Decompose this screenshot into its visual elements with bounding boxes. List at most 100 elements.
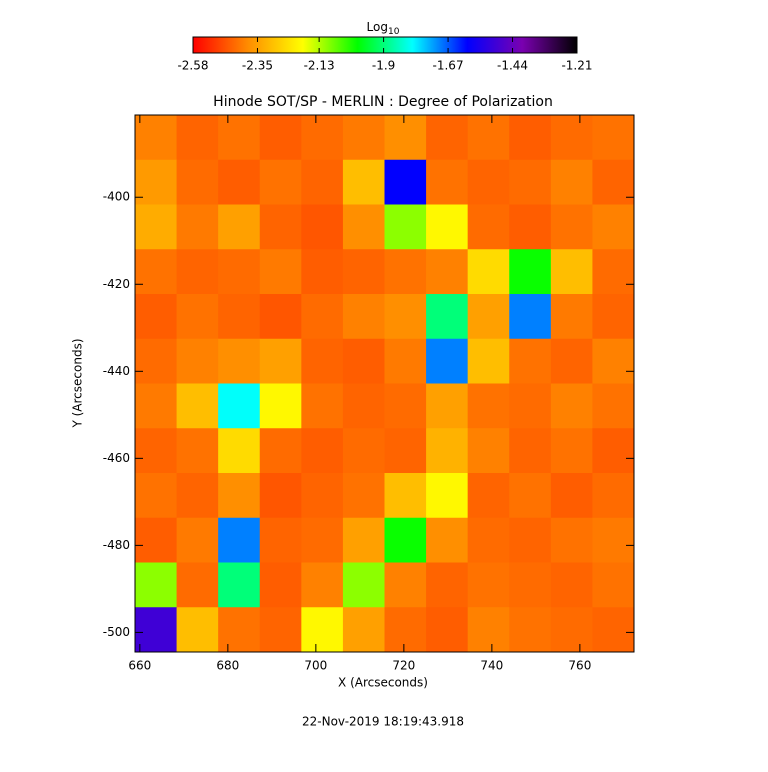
heatmap-cell [176, 204, 219, 250]
heatmap-cell [467, 428, 510, 474]
heatmap-cell [342, 607, 385, 653]
heatmap-cell [426, 115, 469, 161]
heatmap-cell [592, 473, 635, 519]
heatmap-cell [550, 159, 593, 205]
heatmap-cell [509, 249, 552, 295]
heatmap-cell [592, 294, 635, 340]
heatmap-cell [467, 607, 510, 653]
heatmap-cell [592, 517, 635, 563]
heatmap-cell [550, 115, 593, 161]
heatmap-cell [467, 338, 510, 384]
x-tick-label: 720 [392, 659, 415, 673]
heatmap-cell [259, 338, 302, 384]
heatmap-cell [259, 562, 302, 608]
colorbar-tick-label: -1.44 [497, 59, 528, 73]
heatmap-cell [550, 294, 593, 340]
heatmap-cell [426, 249, 469, 295]
heatmap-cell [550, 428, 593, 474]
heatmap-cell [509, 517, 552, 563]
heatmap-cell [176, 607, 219, 653]
heatmap-cell [176, 115, 219, 161]
x-tick-label: 660 [128, 659, 151, 673]
y-tick-label: -440 [103, 364, 130, 378]
heatmap-cell [301, 562, 344, 608]
heatmap-cell [218, 383, 261, 429]
heatmap-cell [218, 249, 261, 295]
colorbar-tick-label: -2.13 [304, 59, 335, 73]
heatmap-cell [384, 294, 427, 340]
heatmap-cell [218, 159, 261, 205]
heatmap-cell [384, 249, 427, 295]
timestamp: 22-Nov-2019 18:19:43.918 [302, 715, 464, 729]
heatmap-cell [342, 159, 385, 205]
heatmap-cell [301, 294, 344, 340]
heatmap-cell [176, 383, 219, 429]
heatmap-cell [176, 517, 219, 563]
heatmap-cell [135, 249, 178, 295]
colorbar-label: Log10 [367, 20, 400, 37]
heatmap-cell [301, 115, 344, 161]
heatmap-cell [135, 517, 178, 563]
heatmap-cell [550, 383, 593, 429]
heatmap-cell [384, 204, 427, 250]
heatmap-cell [384, 562, 427, 608]
y-tick-label: -420 [103, 277, 130, 291]
heatmap-cell [135, 428, 178, 474]
heatmap-cell [384, 428, 427, 474]
heatmap-cell [135, 383, 178, 429]
heatmap-cell [384, 607, 427, 653]
heatmap-cell [301, 338, 344, 384]
heatmap-cell [135, 204, 178, 250]
chart-title: Hinode SOT/SP - MERLIN : Degree of Polar… [213, 94, 553, 110]
heatmap-cell [342, 294, 385, 340]
heatmap-cell [259, 204, 302, 250]
heatmap-cell [467, 383, 510, 429]
heatmap-cell [384, 159, 427, 205]
heatmap-cell [342, 204, 385, 250]
heatmap-cell [301, 428, 344, 474]
heatmap-cell [509, 115, 552, 161]
heatmap-cell [259, 249, 302, 295]
heatmap-cell [426, 159, 469, 205]
heatmap-cell [218, 338, 261, 384]
heatmap-cell [509, 428, 552, 474]
heatmap-cell [218, 294, 261, 340]
heatmap-cell [550, 204, 593, 250]
heatmap-cell [509, 562, 552, 608]
heatmap-cell [426, 383, 469, 429]
heatmap-cell [467, 159, 510, 205]
heatmap-cell [592, 204, 635, 250]
heatmap-cell [218, 428, 261, 474]
heatmap-cell [592, 562, 635, 608]
heatmap-cell [509, 607, 552, 653]
heatmap-cell [509, 159, 552, 205]
heatmap-cell [259, 159, 302, 205]
heatmap-cell [426, 428, 469, 474]
heatmap-cell [509, 294, 552, 340]
heatmap-cell [301, 159, 344, 205]
heatmap-cell [259, 473, 302, 519]
heatmap-cell [218, 204, 261, 250]
heatmap-cell [426, 338, 469, 384]
heatmap-cell [135, 294, 178, 340]
heatmap-cell [342, 338, 385, 384]
heatmap-cell [342, 249, 385, 295]
y-tick-label: -400 [103, 190, 130, 204]
heatmap-cell [135, 607, 178, 653]
heatmap-cell [218, 115, 261, 161]
heatmap-cell [259, 115, 302, 161]
colorbar-tick-label: -1.21 [561, 59, 592, 73]
heatmap-cell [426, 562, 469, 608]
heatmap-cell [467, 473, 510, 519]
heatmap-cell [301, 249, 344, 295]
heatmap-cell [259, 517, 302, 563]
heatmap-cell [426, 204, 469, 250]
heatmap-cell [218, 473, 261, 519]
heatmap-cell [301, 517, 344, 563]
heatmap-cell [176, 159, 219, 205]
heatmap-cell [342, 517, 385, 563]
heatmap-cell [550, 338, 593, 384]
y-axis-label: Y (Arcseconds) [71, 338, 85, 428]
heatmap-cell [218, 607, 261, 653]
